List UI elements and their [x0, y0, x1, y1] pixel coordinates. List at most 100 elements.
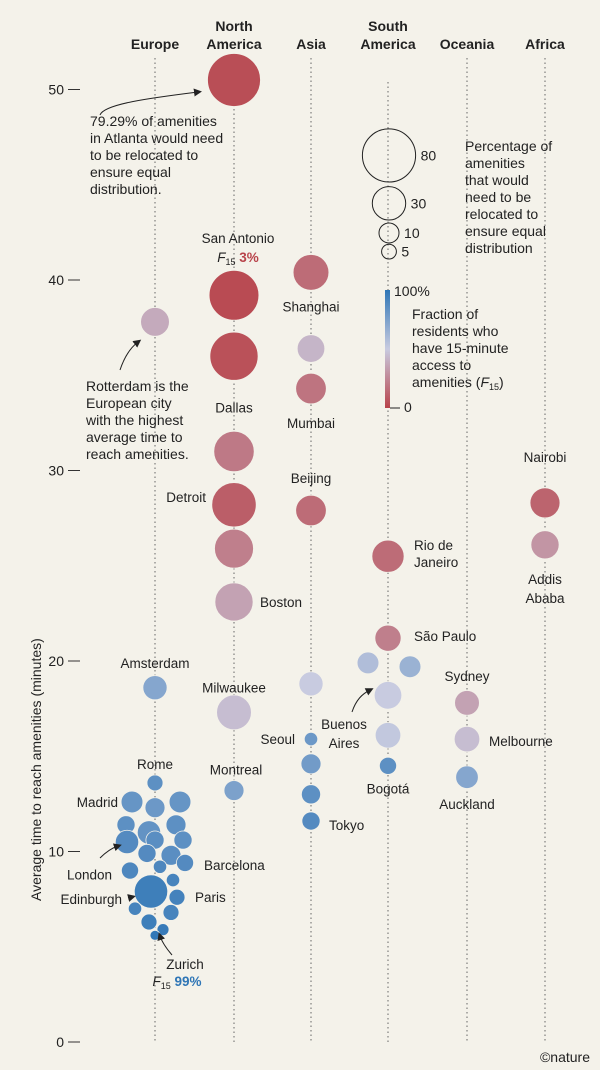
size-legend-circle	[361, 128, 417, 183]
label-arrow	[127, 894, 136, 902]
category-header-africa: Africa	[525, 36, 565, 52]
bubble	[168, 888, 186, 906]
size-legend-value: 80	[421, 147, 437, 163]
size-legend-title: distribution	[465, 240, 533, 256]
label-arrow	[99, 843, 122, 859]
category-header-europe: Europe	[131, 36, 179, 52]
city-label: Beijing	[291, 471, 332, 486]
city-label: Dallas	[215, 401, 253, 416]
size-legend-title: need to be	[465, 189, 531, 205]
bubble	[162, 904, 180, 921]
bubble	[301, 811, 321, 831]
city-label: Rio de	[414, 538, 453, 553]
city-label: Tokyo	[329, 818, 364, 833]
city-label: Rome	[137, 757, 173, 772]
annotation-atlanta: ensure equal	[90, 164, 171, 180]
label-arrow	[351, 688, 374, 713]
bubble	[121, 861, 140, 880]
bubble	[371, 539, 405, 573]
bubble	[208, 269, 260, 321]
bubble	[142, 675, 168, 701]
bubble	[144, 797, 166, 819]
bubble	[529, 487, 561, 519]
annotation-rotterdam: average time to	[86, 429, 183, 445]
bubble	[303, 732, 319, 747]
bubble	[149, 929, 161, 941]
annotation-arrow	[99, 88, 202, 116]
size-legend-value: 10	[404, 225, 420, 241]
y-tick-label: 10	[48, 844, 64, 860]
annotation-rotterdam: reach amenities.	[86, 446, 189, 462]
bubble	[530, 530, 560, 560]
size-legend-circle	[371, 186, 407, 221]
annotation-atlanta: in Atlanta would need	[90, 130, 223, 146]
category-header-oceania: Oceania	[440, 36, 495, 52]
city-label: Madrid	[77, 795, 118, 810]
city-label: Barcelona	[204, 858, 265, 873]
bubble	[207, 53, 261, 107]
bubble	[146, 774, 164, 792]
annotation-arrow	[119, 339, 142, 371]
bubble	[300, 784, 321, 805]
bubble	[214, 582, 254, 622]
color-legend-bar	[385, 290, 390, 408]
bubble	[211, 482, 257, 528]
y-tick-label: 30	[48, 463, 64, 479]
y-tick-label: 40	[48, 272, 64, 288]
bubble	[300, 753, 322, 775]
city-label: Mumbai	[287, 416, 335, 431]
city-label: Ababa	[525, 591, 565, 606]
color-legend-min: 0	[404, 399, 412, 415]
category-header-sa: South	[368, 18, 408, 34]
label-arrow	[157, 932, 173, 956]
bubble	[140, 307, 170, 337]
bubble	[295, 494, 327, 527]
city-label: Boston	[260, 595, 302, 610]
city-label: Nairobi	[524, 450, 567, 465]
bubble	[296, 334, 326, 363]
city-label: Detroit	[166, 490, 206, 505]
city-label: Paris	[195, 890, 226, 905]
size-legend-title: ensure equal	[465, 223, 546, 239]
y-tick-label: 20	[48, 653, 64, 669]
bubble	[168, 790, 192, 814]
bubble	[127, 901, 143, 916]
bubble	[165, 872, 181, 888]
bubble	[133, 874, 169, 909]
color-legend-title: amenities (F15)	[412, 374, 504, 392]
f15-label: F15 3%	[217, 250, 259, 267]
size-legend-value: 30	[411, 195, 427, 211]
size-legend-title: amenities	[465, 155, 525, 171]
bubble	[356, 651, 380, 675]
bubble	[213, 430, 255, 473]
size-legend-title: Percentage of	[465, 138, 552, 154]
annotation-atlanta: to be relocated to	[90, 147, 198, 163]
city-label: Melbourne	[489, 734, 553, 749]
annotation-atlanta: 79.29% of amenities	[90, 113, 217, 129]
bubble	[454, 690, 480, 716]
city-label: Bogotá	[367, 782, 410, 797]
city-label: Zurich	[166, 957, 204, 972]
category-header-asia: Asia	[296, 36, 326, 52]
category-header-sa: America	[360, 36, 415, 52]
annotation-atlanta: distribution.	[90, 181, 162, 197]
category-header-na: North	[215, 18, 252, 34]
bubble	[175, 853, 194, 872]
color-legend-title: residents who	[412, 323, 499, 339]
city-label: Janeiro	[414, 555, 458, 570]
bubble	[373, 681, 403, 710]
city-label: Amsterdam	[120, 656, 189, 671]
bubble	[455, 765, 479, 789]
y-tick-label: 50	[48, 82, 64, 98]
city-label: San Antonio	[202, 231, 275, 246]
city-label: Sydney	[444, 669, 489, 684]
size-legend-circle	[378, 222, 400, 244]
credit: ©nature	[540, 1049, 590, 1065]
bubble	[152, 859, 168, 874]
bubble	[298, 671, 324, 697]
color-legend-title: access to	[412, 357, 471, 373]
category-header-na: America	[206, 36, 261, 52]
city-label: Aires	[329, 736, 360, 751]
bubble	[292, 254, 330, 291]
